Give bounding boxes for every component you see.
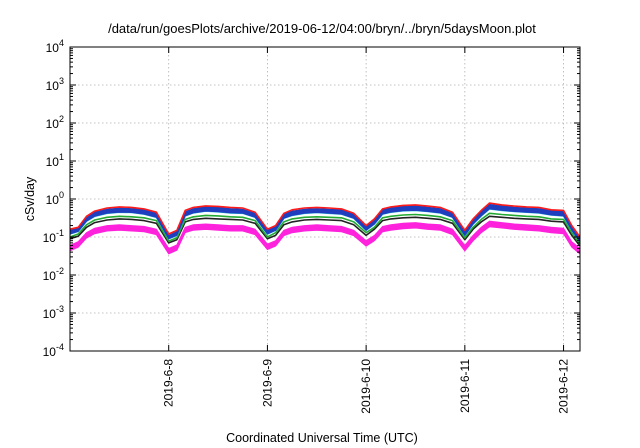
y-tick-label: 10-3 — [43, 304, 64, 321]
series-band — [69, 220, 581, 255]
y-tick-label: 103 — [46, 76, 64, 93]
x-axis-label: Coordinated Universal Time (UTC) — [226, 431, 418, 445]
y-tick-label: 10-1 — [43, 228, 64, 245]
x-tick-label: 2019-6-9 — [260, 359, 274, 407]
y-tick-label: 101 — [46, 152, 64, 169]
chart-title: /data/run/goesPlots/archive/2019-06-12/0… — [108, 21, 536, 36]
x-axis: 2019-6-8 2019-6-9 2019-6-10 2019-6-11 2019-6… — [162, 47, 571, 414]
series-line — [69, 202, 581, 238]
y-tick-label: 100 — [46, 190, 64, 207]
y-axis-label: cSv/day — [23, 176, 37, 221]
y-tick-label: 102 — [46, 114, 64, 131]
x-tick-label: 2019-6-8 — [162, 359, 176, 407]
x-tick-label: 2019-6-10 — [359, 359, 373, 414]
x-tick-label: 2019-6-11 — [458, 359, 472, 413]
grid — [70, 47, 580, 351]
x-tick-label: 2019-6-12 — [557, 359, 571, 414]
series-line — [69, 212, 581, 245]
data-series — [69, 202, 581, 255]
y-axis: 10-4 10-3 10-2 10-1 100 101 102 103 104 — [43, 38, 580, 359]
y-tick-label: 10-2 — [43, 266, 64, 283]
y-tick-label: 104 — [46, 38, 64, 55]
series-line — [69, 215, 581, 247]
y-tick-label: 10-4 — [43, 342, 64, 359]
